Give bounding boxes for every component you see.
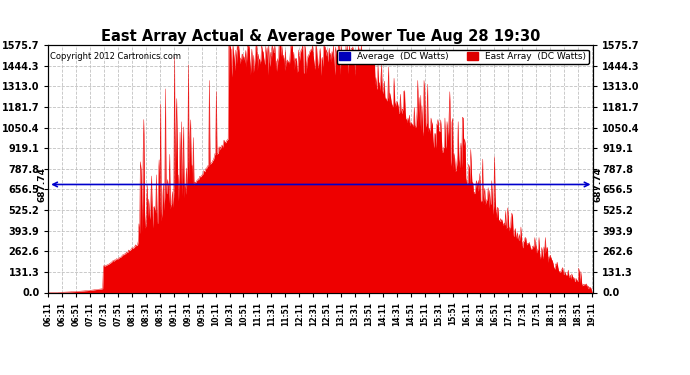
Title: East Array Actual & Average Power Tue Aug 28 19:30: East Array Actual & Average Power Tue Au… <box>101 29 540 44</box>
Text: Copyright 2012 Cartronics.com: Copyright 2012 Cartronics.com <box>50 53 181 62</box>
Text: 687.74: 687.74 <box>38 167 47 202</box>
Text: 687.74: 687.74 <box>593 167 602 202</box>
Legend: Average  (DC Watts), East Array  (DC Watts): Average (DC Watts), East Array (DC Watts… <box>337 50 589 64</box>
